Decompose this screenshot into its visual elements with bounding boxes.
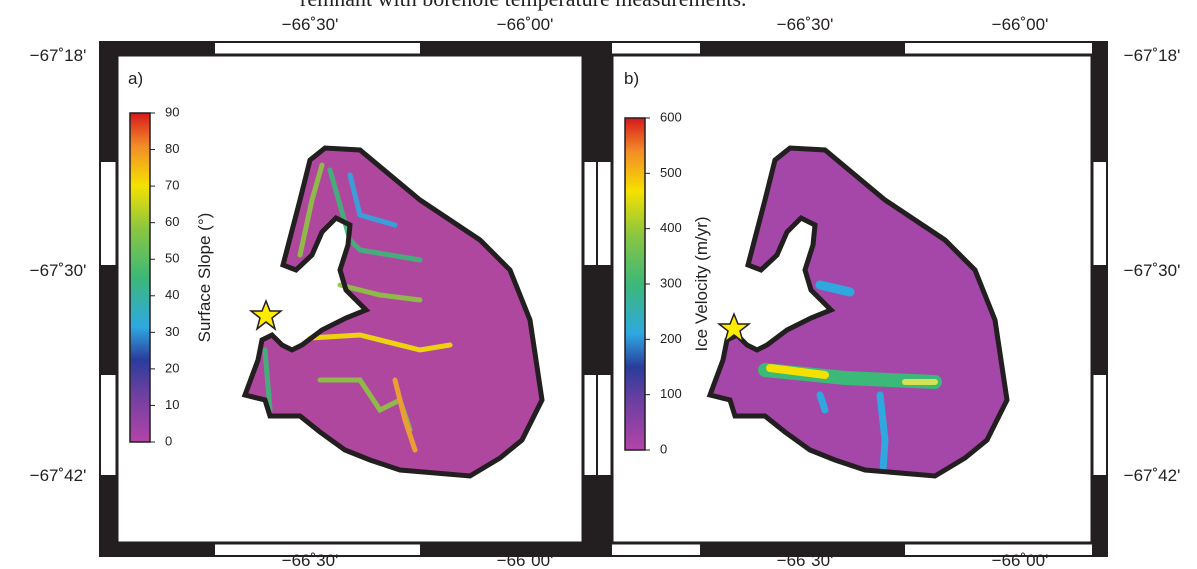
- side-coordinate-label: −67˚42': [1124, 466, 1181, 485]
- top-coordinate-label: −66˚00': [992, 15, 1049, 34]
- top-coordinate-label: −66˚00': [497, 15, 554, 34]
- colorbar: [625, 118, 645, 450]
- colorbar-tick-label: 10: [165, 397, 179, 412]
- colorbar-tick-label: 400: [660, 220, 682, 235]
- top-coordinate-label: −66˚30': [777, 15, 834, 34]
- bottom-coordinate-label: −66˚00': [497, 551, 554, 569]
- bottom-coordinate-label: −66˚30': [282, 551, 339, 569]
- colorbar-tick-label: 200: [660, 331, 682, 346]
- colorbar-tick-label: 90: [165, 104, 179, 119]
- side-coordinate-label: −67˚18': [1124, 46, 1181, 65]
- colorbar-tick-label: 30: [165, 324, 179, 339]
- header-text: remnant with borehole temperature measur…: [300, 0, 747, 11]
- figure: remnant with borehole temperature measur…: [0, 0, 1197, 569]
- panel-label: b): [624, 69, 639, 88]
- colorbar-tick-label: 70: [165, 178, 179, 193]
- panel-label: a): [128, 69, 143, 88]
- side-coordinate-label: −67˚18': [30, 46, 87, 65]
- colorbar-title: Surface Slope (°): [195, 213, 214, 343]
- colorbar-tick-label: 0: [165, 433, 172, 448]
- top-coordinate-label: −66˚30': [282, 15, 339, 34]
- bottom-coordinate-label: −66˚00': [992, 551, 1049, 569]
- bottom-coordinate-label: −66˚30': [777, 551, 834, 569]
- colorbar-tick-label: 500: [660, 165, 682, 180]
- colorbar-tick-label: 80: [165, 141, 179, 156]
- colorbar-title: Ice Velocity (m/yr): [692, 216, 711, 351]
- colorbar-tick-label: 40: [165, 287, 179, 302]
- colorbar-tick-label: 100: [660, 386, 682, 401]
- colorbar: [130, 113, 150, 442]
- side-coordinate-label: −67˚42': [30, 466, 87, 485]
- colorbar-tick-label: 50: [165, 251, 179, 266]
- colorbar-tick-label: 0: [660, 441, 667, 456]
- side-coordinate-label: −67˚30': [1124, 261, 1181, 280]
- side-coordinate-label: −67˚30': [30, 261, 87, 280]
- colorbar-tick-label: 600: [660, 109, 682, 124]
- colorbar-tick-label: 300: [660, 275, 682, 290]
- colorbar-tick-label: 20: [165, 360, 179, 375]
- colorbar-tick-label: 60: [165, 214, 179, 229]
